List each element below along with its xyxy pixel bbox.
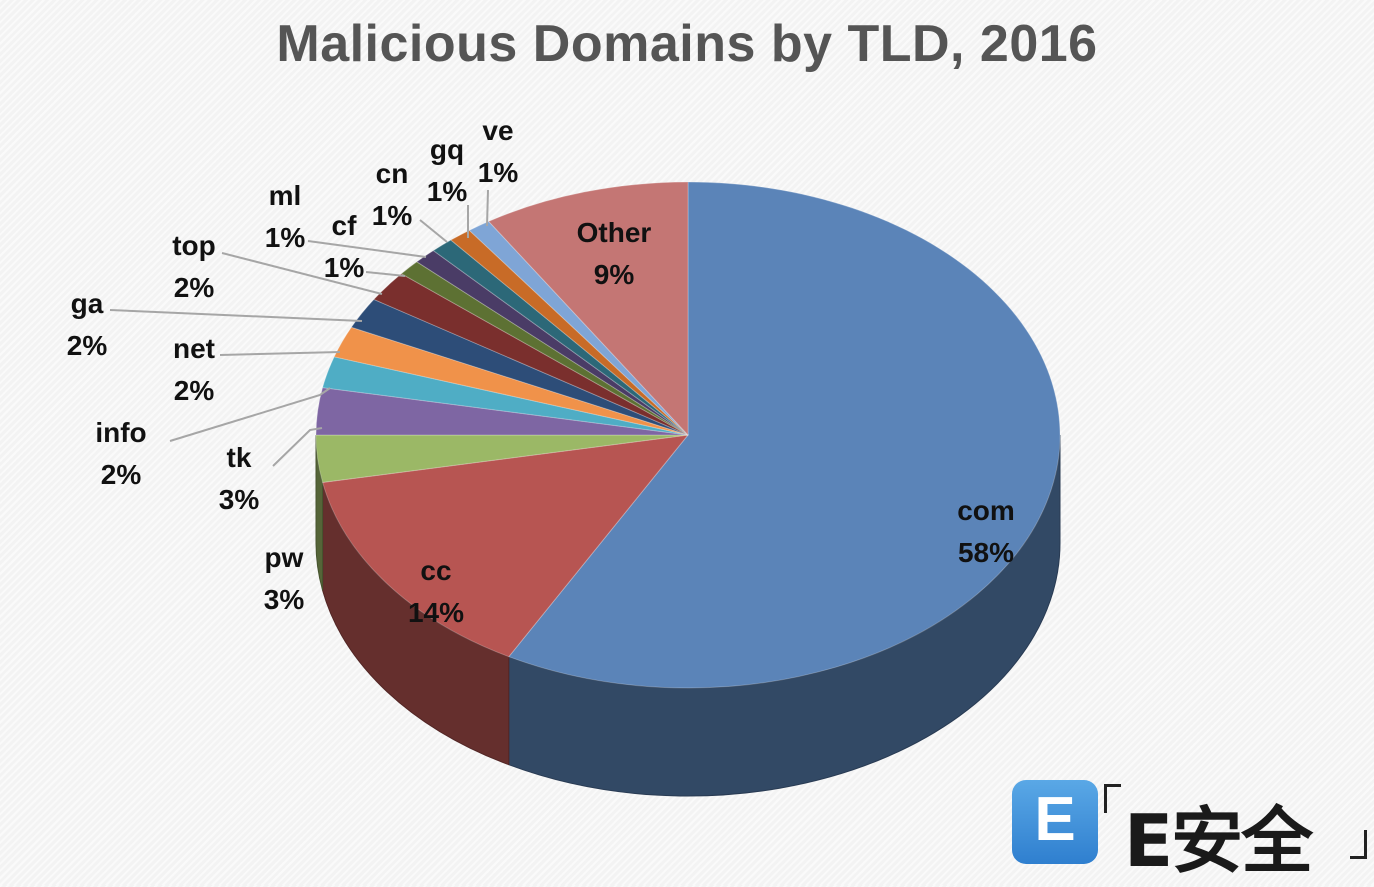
- slice-label-cf: cf: [332, 210, 358, 241]
- slice-com: [507, 181, 1061, 689]
- slice-labels: com58%cc14%pw3%tk3%info2%net2%ga2%top2%c…: [67, 115, 1015, 628]
- leader-line-info: [169, 387, 331, 442]
- slice-value-ga: 2%: [67, 330, 108, 361]
- slice-gq: [449, 229, 689, 436]
- slice-value-com: 58%: [958, 537, 1014, 568]
- slice-ve: [468, 220, 689, 436]
- slice-value-ml: 1%: [265, 222, 306, 253]
- chart-title: Malicious Domains by TLD, 2016: [276, 15, 1098, 73]
- slice-top: [373, 273, 689, 436]
- logo-badge-icon: E: [1012, 780, 1098, 864]
- slice-cc: [321, 434, 690, 658]
- leader-line-net: [219, 351, 341, 356]
- slice-ga: [350, 298, 689, 436]
- slice-value-info: 2%: [101, 459, 142, 490]
- leader-line-tk: [272, 427, 323, 467]
- slice-value-cn: 1%: [372, 200, 413, 231]
- slice-value-ve: 1%: [478, 157, 519, 188]
- leader-line-ga: [109, 309, 363, 322]
- slice-label-pw: pw: [265, 542, 304, 573]
- leader-line-top: [221, 252, 383, 295]
- slice-label-net: net: [173, 333, 215, 364]
- slice-value-net: 2%: [174, 375, 215, 406]
- slice-label-other: Other: [577, 217, 652, 248]
- slice-info: [321, 356, 689, 436]
- slice-label-tk: tk: [227, 442, 252, 473]
- slice-cf: [400, 261, 689, 436]
- slice-label-info: info: [95, 417, 146, 448]
- slice-label-gq: gq: [430, 134, 464, 165]
- slice-label-ga: ga: [71, 288, 104, 319]
- slice-pw: [315, 434, 689, 483]
- slice-tk: [315, 387, 689, 436]
- leader-line-ve: [486, 189, 489, 227]
- slice-label-ve: ve: [482, 115, 513, 146]
- slice-value-pw: 3%: [264, 584, 305, 615]
- slice-cn: [432, 239, 689, 436]
- leader-line-cf: [365, 271, 406, 277]
- slice-value-tk: 3%: [219, 484, 260, 515]
- slice-other: [487, 181, 689, 437]
- slice-value-gq: 1%: [427, 176, 468, 207]
- brand-logo: E E安全: [1012, 778, 1374, 885]
- slice-net: [333, 326, 689, 436]
- slice-value-cc: 14%: [408, 597, 464, 628]
- slice-label-top: top: [172, 230, 216, 261]
- slice-value-other: 9%: [594, 259, 635, 290]
- logo-text: E安全: [1124, 799, 1313, 883]
- slice-value-top: 2%: [174, 272, 215, 303]
- leader-lines: [109, 189, 489, 467]
- slice-label-cc: cc: [420, 555, 451, 586]
- leader-line-ml: [307, 240, 427, 258]
- slice-value-cf: 1%: [324, 252, 365, 283]
- slice-label-cn: cn: [376, 158, 409, 189]
- leader-line-cn: [419, 219, 448, 243]
- slice-label-com: com: [957, 495, 1015, 526]
- pie-slices: [315, 181, 1061, 689]
- slice-label-ml: ml: [269, 180, 302, 211]
